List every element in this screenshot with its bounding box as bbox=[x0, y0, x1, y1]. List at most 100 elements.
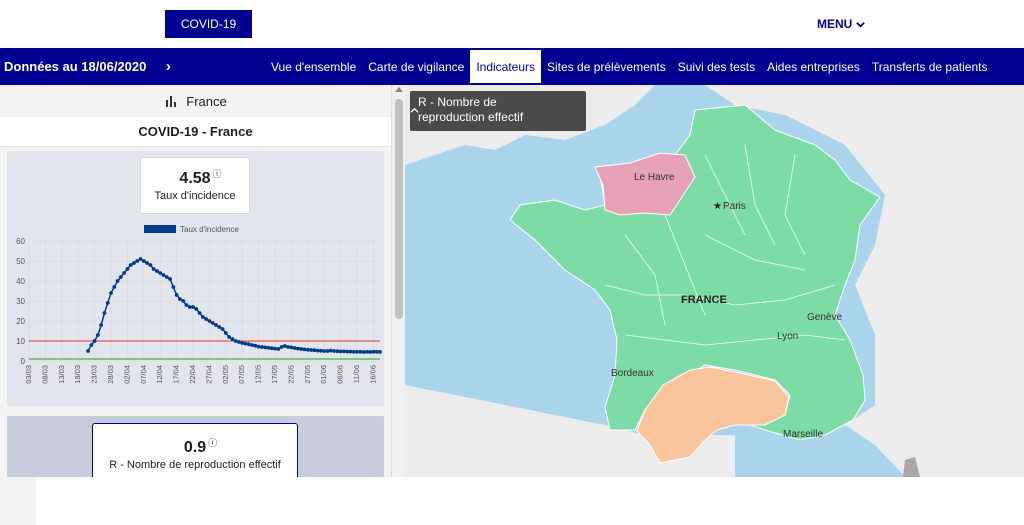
data-point bbox=[250, 343, 254, 347]
x-tick-label: 01/06 bbox=[319, 365, 328, 384]
data-point bbox=[292, 346, 297, 350]
data-point bbox=[325, 349, 330, 353]
info-icon[interactable]: ⓘ bbox=[208, 437, 218, 448]
legend-label: Taux d'incidence bbox=[180, 225, 239, 234]
country-name: France bbox=[186, 93, 227, 109]
indicator-selector[interactable]: R - Nombre de reproduction effectif bbox=[410, 91, 586, 131]
x-tick-label: 03/03 bbox=[24, 365, 33, 384]
city-label-le-havre: Le Havre bbox=[634, 172, 675, 183]
data-point bbox=[177, 297, 182, 301]
data-point bbox=[118, 275, 123, 279]
data-point bbox=[319, 348, 323, 353]
data-point bbox=[105, 301, 110, 305]
data-point bbox=[355, 349, 359, 354]
data-point bbox=[371, 349, 376, 354]
data-point bbox=[230, 337, 235, 341]
x-tick-label: 22/04 bbox=[188, 365, 197, 384]
data-point bbox=[158, 271, 163, 275]
y-tick-label: 40 bbox=[16, 277, 25, 286]
x-tick-label: 12/05 bbox=[254, 365, 263, 384]
scrollbar-thumb[interactable] bbox=[395, 99, 403, 319]
menu-label: MENU bbox=[817, 17, 853, 31]
reproduction-kpi[interactable]: 0.9 ⓘ R - Nombre de reproduction effectif bbox=[92, 423, 298, 477]
data-point bbox=[358, 349, 363, 354]
data-point bbox=[364, 349, 369, 354]
data-point bbox=[328, 348, 333, 353]
y-tick-label: 50 bbox=[16, 257, 25, 266]
reproduction-value: 0.9 ⓘ bbox=[183, 438, 217, 457]
data-point bbox=[243, 341, 248, 346]
data-point bbox=[361, 350, 366, 354]
tab-1[interactable]: Carte de vigilance bbox=[362, 50, 471, 83]
data-point bbox=[155, 269, 159, 273]
data-point bbox=[273, 346, 277, 351]
incidence-label: Taux d'incidence bbox=[154, 189, 236, 202]
tab-5[interactable]: Aides entreprises bbox=[761, 50, 866, 83]
x-tick-label: 16/06 bbox=[368, 365, 377, 384]
tab-4[interactable]: Suivi des tests bbox=[671, 50, 762, 83]
data-point bbox=[223, 331, 228, 335]
x-tick-label: 27/04 bbox=[204, 365, 213, 384]
data-point bbox=[181, 299, 186, 303]
x-tick-label: 13/03 bbox=[57, 365, 66, 384]
spain-landmass bbox=[405, 385, 735, 477]
tab-2[interactable]: Indicateurs bbox=[470, 50, 542, 83]
tab-0[interactable]: Vue d'ensemble bbox=[265, 50, 363, 83]
data-point bbox=[92, 339, 97, 343]
date-navigator: ‹ Données au 18/06/2020 › bbox=[0, 48, 186, 525]
y-tick-label: 10 bbox=[16, 337, 25, 346]
tab-6[interactable]: Transferts de patients bbox=[865, 50, 994, 83]
reproduction-number: 0.9 bbox=[183, 438, 207, 456]
y-tick-label: 60 bbox=[16, 237, 25, 246]
info-icon[interactable]: ⓘ bbox=[212, 168, 222, 179]
data-point bbox=[309, 348, 314, 352]
tab-3[interactable]: Sites de prélèvements bbox=[541, 50, 672, 83]
data-point bbox=[191, 305, 195, 309]
data-point bbox=[102, 311, 107, 315]
data-point bbox=[253, 343, 258, 348]
data-point bbox=[338, 349, 343, 354]
data-point bbox=[256, 344, 261, 349]
bar-chart-icon bbox=[166, 96, 177, 107]
data-point bbox=[145, 261, 149, 265]
top-bar: COVID-19 MENU bbox=[0, 0, 1024, 48]
data-point bbox=[89, 343, 94, 347]
data-point bbox=[269, 346, 274, 351]
x-tick-label: 23/03 bbox=[90, 365, 99, 384]
country-selector[interactable]: France bbox=[0, 85, 391, 117]
incidence-kpi[interactable]: 4.58 ⓘ Taux d'incidence bbox=[140, 157, 250, 214]
data-point bbox=[135, 259, 140, 263]
incidence-chart-svg: Taux d'incidence 0 10 20 30 40 50 60 03/03 08/03 1… bbox=[16, 225, 382, 384]
panel-scrollbar[interactable] bbox=[391, 85, 405, 477]
data-point bbox=[164, 275, 169, 279]
data-point bbox=[184, 303, 189, 307]
chevron-down-icon bbox=[856, 21, 866, 28]
data-point bbox=[128, 263, 133, 267]
panel-title: COVID-19 - France bbox=[0, 117, 391, 147]
data-point bbox=[286, 345, 291, 349]
next-date-icon[interactable]: › bbox=[165, 58, 171, 75]
data-point bbox=[266, 345, 271, 350]
data-point bbox=[86, 349, 90, 353]
data-point bbox=[115, 279, 120, 283]
data-point bbox=[141, 259, 146, 263]
city-label-lyon: Lyon bbox=[777, 331, 799, 342]
data-point bbox=[312, 348, 317, 353]
x-tick-label: 02/05 bbox=[221, 365, 230, 384]
data-point bbox=[168, 277, 172, 281]
x-tick-label: 08/03 bbox=[40, 365, 49, 384]
data-point bbox=[351, 349, 356, 354]
incidence-chart: Taux d'incidence 0 10 20 30 40 50 60 03/03 08/03 1… bbox=[7, 221, 384, 406]
reproduction-card: 0.9 ⓘ R - Nombre de reproduction effectif bbox=[7, 416, 384, 477]
data-point bbox=[204, 317, 209, 321]
data-point bbox=[305, 347, 310, 352]
map[interactable]: ★ R - Nombre de reproduction effectif Le… bbox=[405, 85, 1024, 477]
incidence-number: 4.58 bbox=[179, 169, 211, 187]
menu-button[interactable]: MENU bbox=[817, 17, 866, 31]
date-label: Données au 18/06/2020 bbox=[4, 59, 147, 74]
chevron-up-icon bbox=[410, 107, 419, 113]
normandy-region-pink bbox=[594, 152, 696, 216]
covid-19-button[interactable]: COVID-19 bbox=[165, 10, 252, 38]
data-point bbox=[279, 345, 284, 349]
scroll-up-icon[interactable] bbox=[395, 87, 403, 92]
